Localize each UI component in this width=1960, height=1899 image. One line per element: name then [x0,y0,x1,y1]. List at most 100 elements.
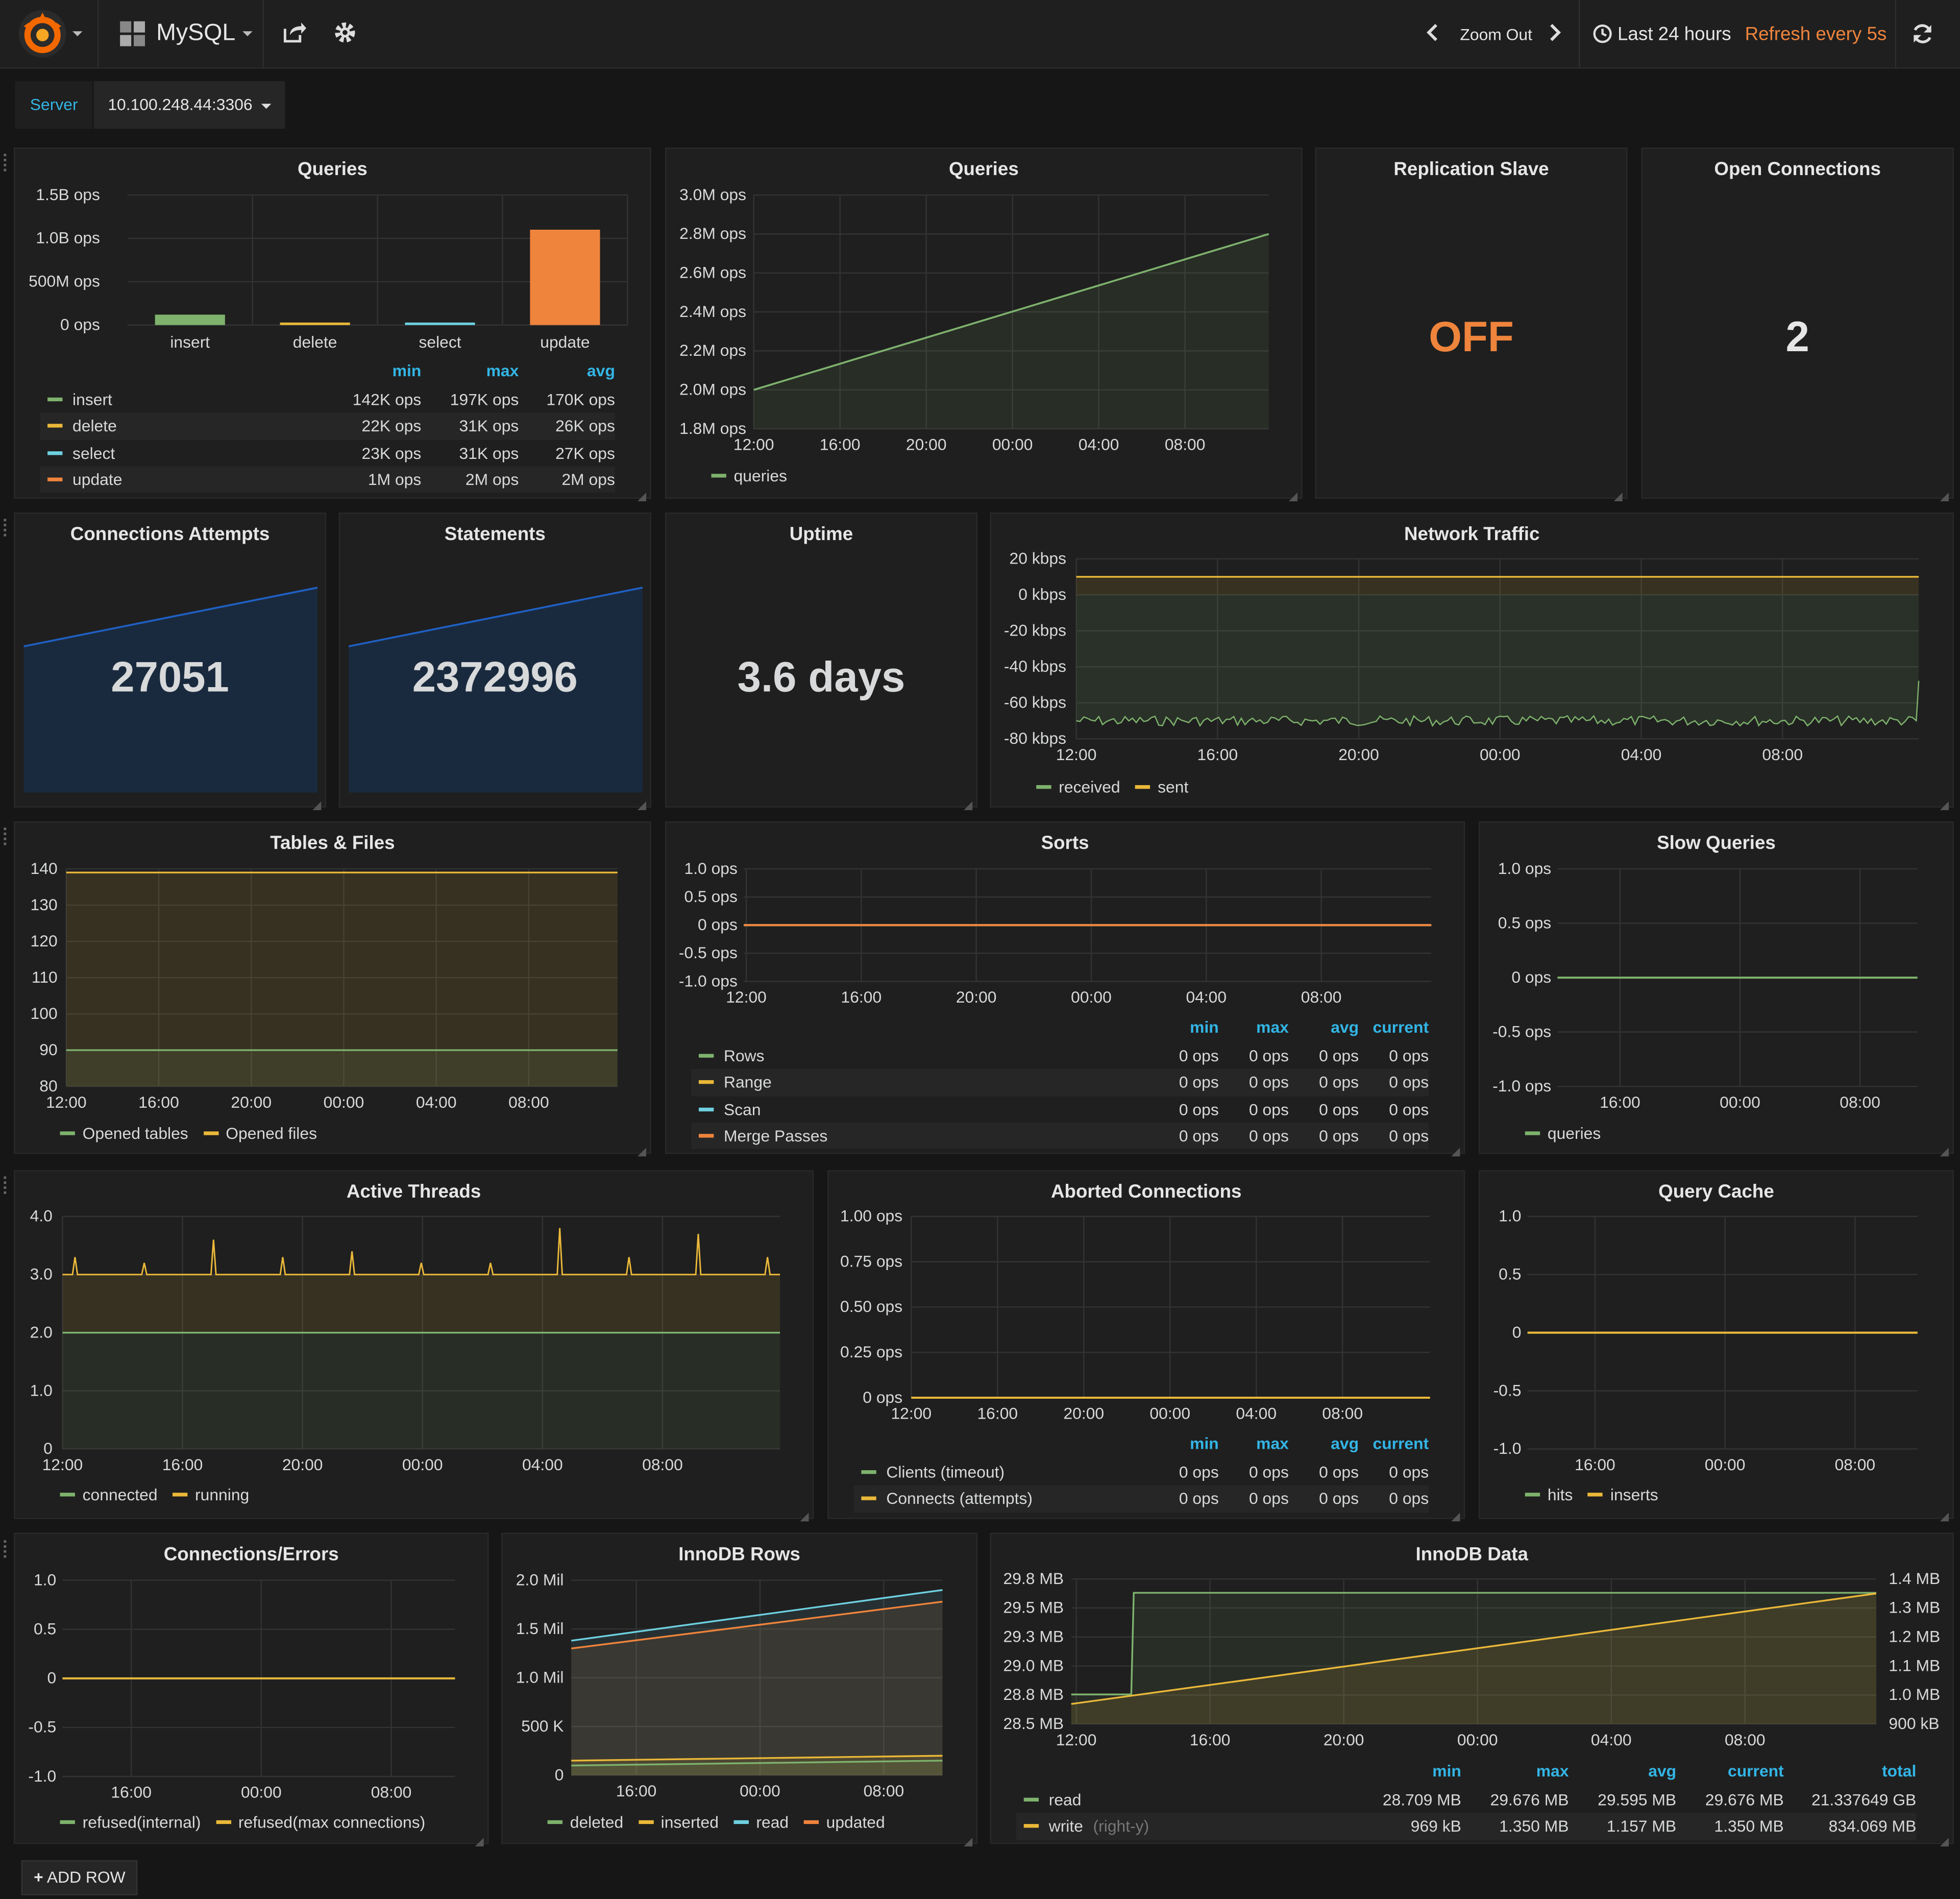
legend-header-max[interactable]: max [1256,1017,1289,1037]
legend-item[interactable]: connected [60,1485,158,1504]
row-drag-handle[interactable] [4,519,10,537]
x-tick-label: 12:00 [46,1093,87,1111]
panel-title[interactable]: Queries [298,159,368,180]
refresh-icon[interactable] [1910,21,1938,49]
server-variable-select[interactable]: 10.100.248.44:3306 [94,81,285,129]
row-drag-handle[interactable] [4,154,10,172]
legend-header-current[interactable]: current [1373,1434,1429,1453]
legend-row[interactable]: Merge Passes 0 ops 0 ops 0 ops 0 ops [691,1122,1429,1150]
sparkline-line [23,587,318,647]
legend-header-current[interactable]: current [1728,1761,1784,1781]
chevron-left-icon[interactable] [1425,23,1442,44]
chevron-down-icon[interactable] [72,31,83,37]
bar-insert [155,314,225,325]
gear-icon[interactable] [331,19,359,46]
panel-title[interactable]: Replication Slave [1393,159,1549,180]
row-drag-handle[interactable] [4,1540,10,1558]
panel-title[interactable]: Sorts [1041,833,1089,854]
legend-row[interactable]: Scan 0 ops 0 ops 0 ops 0 ops [691,1096,1429,1123]
legend-item[interactable]: Opened tables [60,1124,188,1142]
share-icon[interactable] [280,19,308,46]
zoom-out-button[interactable]: Zoom Out [1460,24,1532,43]
chevron-right-icon[interactable] [1547,23,1564,44]
panel-resize-handle[interactable] [964,1830,973,1847]
legend-swatch [698,1134,714,1138]
time-picker[interactable]: Last 24 hours Refresh every 5s [1592,0,1886,67]
legend-header-min[interactable]: min [392,361,422,380]
add-row-button[interactable]: + ADD ROW [21,1860,138,1895]
panel-title[interactable]: Tables & Files [270,833,395,854]
legend-header-min[interactable]: min [1190,1434,1219,1453]
legend-row[interactable]: write (right-y) 969 kB 1.350 MB 1.157 MB 1.35… [1016,1813,1917,1840]
panel-resize-handle[interactable] [637,1140,647,1157]
legend-header-avg[interactable]: avg [1331,1017,1359,1037]
panel-title[interactable]: Connections Attempts [70,524,270,545]
legend-item[interactable]: updated [803,1813,885,1832]
legend-header-max[interactable]: max [1536,1761,1569,1781]
legend-header-total[interactable]: total [1882,1761,1917,1781]
legend-item[interactable]: Opened files [203,1124,317,1142]
panel-title[interactable]: Aborted Connections [1050,1181,1242,1203]
panel-resize-handle[interactable] [1940,1830,1949,1847]
legend-row[interactable]: Range 0 ops 0 ops 0 ops 0 ops [691,1069,1429,1096]
legend-row[interactable]: delete 22K ops 31K ops 26K ops [40,412,615,440]
legend-row[interactable]: select 23K ops 31K ops 27K ops [40,440,615,466]
row-drag-handle[interactable] [4,827,10,845]
panel-title[interactable]: Uptime [789,524,853,545]
grafana-logo-icon[interactable] [17,9,67,59]
legend-item[interactable]: deleted [547,1813,623,1832]
panel-title[interactable]: Statements [444,524,546,545]
panel-title[interactable]: Connections/Errors [163,1544,339,1566]
legend-row[interactable]: update 1M ops 2M ops 2M ops [40,466,615,493]
legend-series: delete [40,417,321,435]
panel-resize-handle[interactable] [964,794,973,810]
legend-item[interactable]: refused(internal) [60,1813,201,1832]
panel-title[interactable]: Queries [948,159,1019,180]
panel-resize-handle[interactable] [1940,794,1949,810]
panel-title[interactable]: InnoDB Rows [678,1544,800,1566]
panel-resize-handle[interactable] [637,485,647,502]
legend-item[interactable]: read [733,1813,789,1832]
legend-header-min[interactable]: min [1432,1761,1461,1781]
panel-resize-handle[interactable] [1451,1140,1460,1157]
legend-header-avg[interactable]: avg [1331,1434,1359,1453]
legend-item[interactable]: queries [711,466,787,485]
panel-title[interactable]: Slow Queries [1657,833,1776,854]
legend-item[interactable]: hits [1525,1485,1573,1504]
panel-resize-handle[interactable] [1940,1505,1949,1522]
legend-header-max[interactable]: max [1256,1434,1289,1453]
legend-row[interactable]: Rows 0 ops 0 ops 0 ops 0 ops [691,1042,1429,1069]
legend-item[interactable]: sent [1135,777,1188,796]
legend-item[interactable]: inserted [638,1813,719,1832]
legend-row[interactable]: insert 142K ops 197K ops 170K ops [40,386,615,413]
panel-title[interactable]: Network Traffic [1404,524,1540,545]
row-drag-handle[interactable] [4,1176,10,1194]
panel-resize-handle[interactable] [1451,1505,1460,1522]
panel-title[interactable]: Query Cache [1658,1181,1774,1203]
panel-resize-handle[interactable] [1613,485,1623,502]
panel-title[interactable]: Active Threads [346,1181,481,1203]
legend-row[interactable]: Clients (timeout) 0 ops 0 ops 0 ops 0 ops [854,1459,1429,1486]
panel-resize-handle[interactable] [637,794,647,810]
legend-header-current[interactable]: current [1373,1017,1429,1037]
panel-title[interactable]: InnoDB Data [1415,1544,1528,1566]
legend-item[interactable]: inserts [1587,1485,1658,1504]
legend-item[interactable]: refused(max connections) [215,1813,425,1832]
legend-row[interactable]: Connects (attempts) 0 ops 0 ops 0 ops 0 ops [853,1486,1429,1513]
legend-row[interactable]: read 28.709 MB 29.676 MB 29.595 MB 29.676 MB… [1016,1787,1916,1813]
legend-header-avg[interactable]: avg [587,361,615,380]
panel-title[interactable]: Open Connections [1714,159,1881,180]
panel-resize-handle[interactable] [800,1505,809,1522]
legend-header-min[interactable]: min [1190,1017,1219,1037]
panel-resize-handle[interactable] [1288,485,1298,502]
legend-item[interactable]: queries [1525,1124,1601,1142]
dashboard-picker[interactable]: MySQL [120,0,253,67]
legend-item[interactable]: running [172,1485,249,1504]
panel-resize-handle[interactable] [475,1830,484,1847]
legend-header-max[interactable]: max [486,361,519,380]
panel-resize-handle[interactable] [1940,1140,1949,1157]
panel-resize-handle[interactable] [312,794,322,810]
panel-resize-handle[interactable] [1940,485,1949,502]
legend-item[interactable]: received [1036,777,1120,796]
legend-header-avg[interactable]: avg [1648,1761,1677,1781]
